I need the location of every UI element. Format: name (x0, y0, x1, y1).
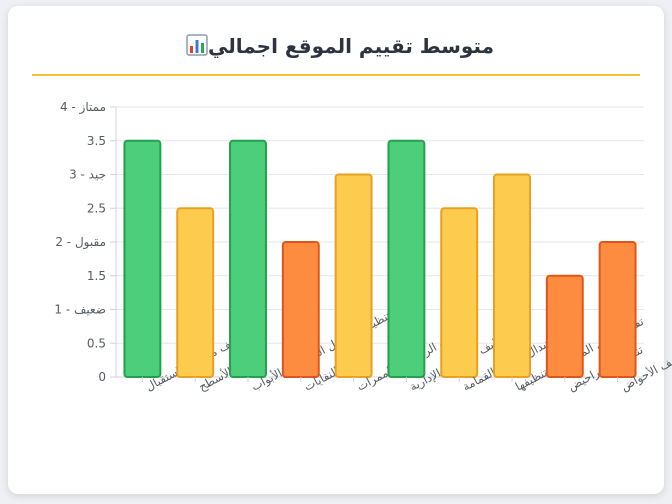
chart-card: متوسط تقييم الموقع اجمالي (8, 6, 664, 494)
y-tick-label: 2 - مقبول (55, 235, 106, 250)
bar (387, 139, 426, 378)
y-tick-label: 1 - ضعيف (54, 303, 106, 317)
y-tick-label: 3 - جيد (69, 168, 106, 182)
bar (229, 139, 267, 378)
y-tick-label: 0 (98, 370, 106, 384)
bar (493, 173, 531, 378)
bar (281, 241, 320, 378)
bar-chart-icon (186, 34, 208, 61)
y-tick-label: 4 - ممتاز (60, 100, 106, 115)
chart-title: متوسط تقييم الموقع اجمالي (208, 34, 494, 58)
y-tick-label: 2.5 (87, 201, 106, 215)
y-tick-label: 3.5 (87, 134, 106, 148)
y-tick-label: 1.5 (87, 269, 106, 283)
title-divider (32, 74, 640, 76)
chart-title-row: متوسط تقييم الموقع اجمالي (8, 34, 664, 61)
bar (123, 139, 162, 378)
y-tick-label: 0.5 (87, 336, 106, 350)
bar (176, 207, 215, 378)
bar (440, 207, 479, 378)
bar (545, 274, 584, 378)
bar (598, 241, 637, 378)
bar (334, 173, 373, 378)
